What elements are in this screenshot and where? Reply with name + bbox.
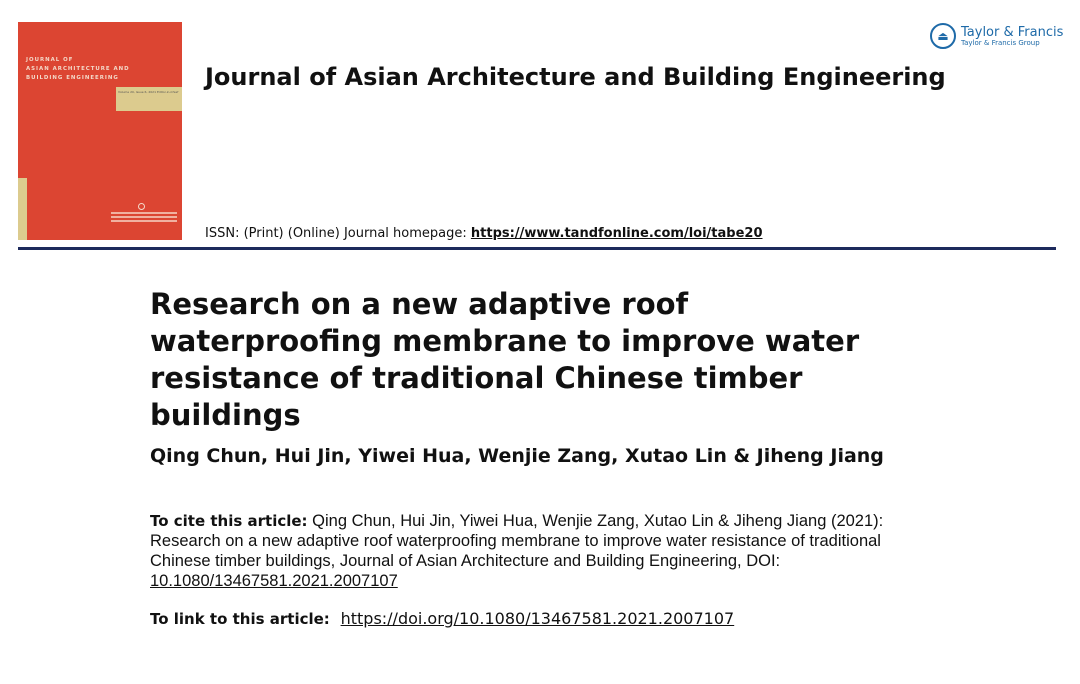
- cover-publisher-logo-icon: [138, 203, 145, 210]
- article-doi-link[interactable]: https://doi.org/10.1080/13467581.2021.20…: [340, 609, 735, 628]
- cite-label: To cite this article:: [150, 512, 308, 530]
- link-label: To link to this article:: [150, 610, 330, 628]
- publisher-group: Taylor & Francis Group: [961, 38, 1040, 47]
- cover-footer-lines: [111, 212, 177, 214]
- article-title: Research on a new adaptive roof waterpro…: [150, 287, 860, 432]
- journal-homepage-link[interactable]: https://www.tandfonline.com/loi/tabe20: [470, 226, 763, 241]
- cite-doi-link[interactable]: 10.1080/13467581.2021.2007107: [150, 572, 398, 590]
- cover-journal-title: JOURNAL OF ASIAN ARCHITECTURE AND BUILDI…: [26, 57, 130, 81]
- journal-cover-image: JOURNAL OF ASIAN ARCHITECTURE AND BUILDI…: [18, 22, 182, 240]
- lamp-icon: ⏏: [930, 23, 956, 49]
- journal-title: Journal of Asian Architecture and Buildi…: [205, 63, 946, 91]
- publisher-name: Taylor & Francis: [961, 24, 1064, 40]
- header-divider: [18, 247, 1056, 250]
- issn-label: ISSN: (Print) (Online) Journal homepage:: [205, 226, 467, 241]
- article-authors: Qing Chun, Hui Jin, Yiwei Hua, Wenjie Za…: [150, 445, 884, 467]
- issn-line: ISSN: (Print) (Online) Journal homepage:…: [205, 226, 763, 241]
- publisher-logo: ⏏ Taylor & Francis Taylor & Francis Grou…: [930, 23, 1063, 49]
- cite-text: Qing Chun, Hui Jin, Yiwei Hua, Wenjie Za…: [150, 512, 884, 570]
- citation-block: To cite this article: Qing Chun, Hui Jin…: [150, 511, 930, 591]
- cover-side-band: [18, 178, 27, 240]
- article-link-line: To link to this article: https://doi.org…: [150, 609, 734, 628]
- cover-band: Volume 20, Issue 6, 2021 Editor-in-Chief: [116, 87, 182, 111]
- cover-band-text: Volume 20, Issue 6, 2021 Editor-in-Chief: [118, 90, 179, 94]
